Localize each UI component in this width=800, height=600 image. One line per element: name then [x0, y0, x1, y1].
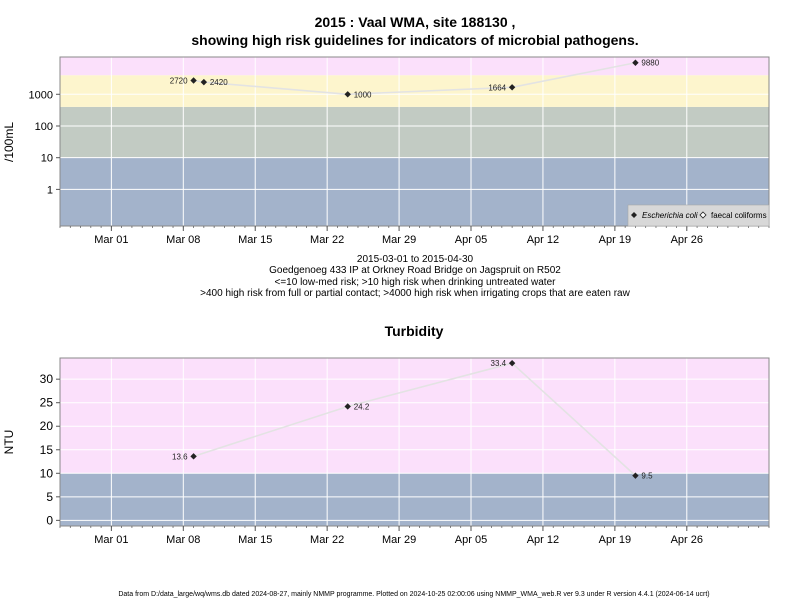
chart1-point-1: [200, 78, 208, 86]
chart1-ytick-label-1: 10: [41, 153, 53, 165]
chart2-point-0: [190, 453, 197, 460]
caption-line-4: >400 high risk from full or partial cont…: [200, 288, 630, 299]
caption-line-2: Goedgenoeg 433 IP at Orkney Road Bridge …: [269, 265, 561, 276]
chart2-ytick-label-5: 25: [40, 396, 54, 410]
chart1-ytick-label-3: 1000: [29, 89, 53, 101]
chart2-band-0: [60, 473, 769, 526]
chart2-ytick-label-2: 10: [40, 466, 54, 480]
chart2-data-label-2: 33.4: [491, 359, 507, 368]
chart1-point-4: [632, 59, 639, 66]
legend-faecal-marker: [699, 211, 707, 219]
legend-ecoli-marker: [631, 212, 637, 218]
chart2-ytick-label-0: 0: [46, 513, 53, 527]
chart1-xtick-label-4: Mar 29: [382, 234, 416, 246]
chart2-series-line-0: [193, 362, 636, 477]
chart1-xtick-label-2: Mar 15: [238, 234, 272, 246]
legend-box: [627, 204, 770, 227]
chart2-xtick-label-4: Mar 29: [382, 534, 416, 546]
chart1-y-axis-label: /100mL: [2, 122, 16, 162]
chart1-xtick-label-1: Mar 08: [166, 234, 200, 246]
chart1-legend: Escherichia coli faecal coliforms: [627, 204, 770, 227]
chart1-title-line1: 2015 : Vaal WMA, site 188130 ,: [315, 14, 516, 30]
chart2-point-3: [632, 472, 639, 479]
chart2-xtick-label-1: Mar 08: [166, 534, 200, 546]
chart1-point-2: [344, 91, 351, 98]
chart2-ytick-label-4: 20: [40, 419, 54, 433]
caption-line-1: 2015-03-01 to 2015-04-30: [357, 254, 474, 265]
chart2-band-1: [60, 358, 769, 474]
chart2-data-label-3: 9.5: [641, 472, 653, 481]
legend-ecoli-label: Escherichia coli: [642, 211, 698, 220]
chart1-data-label-1: 2420: [210, 78, 228, 87]
chart1-xtick-label-6: Apr 12: [527, 234, 559, 246]
footer-note: Data from D:/data_large/wq/wms.db dated …: [118, 591, 709, 598]
chart1-xtick-label-3: Mar 22: [310, 234, 344, 246]
chart1-plot-area: 2720 2420 1000 1664 9880: [59, 56, 770, 227]
caption-line-3: <=10 low-med risk; >10 high risk when dr…: [275, 277, 557, 288]
chart2-point-1: [344, 403, 351, 410]
chart2-xtick-label-5: Apr 05: [455, 534, 487, 546]
chart1-point-0: [190, 77, 197, 84]
chart2-xtick-label-3: Mar 22: [310, 534, 344, 546]
chart2-plot-area: 13.6 24.2 33.4 9.5: [59, 357, 770, 527]
chart1-ytick-label-2: 100: [35, 121, 53, 133]
chart2-title: Turbidity: [385, 323, 444, 339]
chart2-point-2: [508, 359, 516, 367]
chart1-xtick-label-7: Apr 19: [599, 234, 631, 246]
chart1-xtick-label-0: Mar 01: [94, 234, 128, 246]
chart1-ytick-label-0: 1: [47, 184, 53, 196]
chart2-y-axis-label: NTU: [2, 430, 16, 455]
chart2-frame: [59, 357, 770, 527]
chart1-data-label-2: 1000: [354, 90, 372, 99]
chart1-xtick-label-8: Apr 26: [671, 234, 703, 246]
chart2-ytick-label-1: 5: [46, 490, 53, 504]
chart1-data-label-0: 2720: [170, 77, 188, 86]
chart2-ytick-label-6: 30: [40, 372, 54, 386]
chart1-data-label-3: 1664: [488, 83, 506, 92]
chart1-point-3: [508, 84, 516, 91]
chart1-frame: [59, 56, 770, 227]
chart1-band-3: [60, 57, 769, 76]
chart1-data-label-4: 9880: [641, 59, 659, 68]
chart2-xtick-label-6: Apr 12: [527, 534, 559, 546]
chart1-xtick-label-5: Apr 05: [455, 234, 487, 246]
chart2-xtick-label-7: Apr 19: [599, 534, 631, 546]
chart2-xtick-label-8: Apr 26: [671, 534, 703, 546]
chart2-xtick-label-0: Mar 01: [94, 534, 128, 546]
chart2-data-label-1: 24.2: [354, 402, 370, 411]
chart2-xtick-label-2: Mar 15: [238, 534, 272, 546]
chart1-band-1: [60, 106, 769, 158]
chart1-title-line2: showing high risk guidelines for indicat…: [191, 32, 638, 48]
legend-faecal-label: faecal coliforms: [711, 211, 767, 220]
chart2-data-label-0: 13.6: [172, 452, 188, 461]
chart2-ytick-label-3: 15: [40, 443, 54, 457]
